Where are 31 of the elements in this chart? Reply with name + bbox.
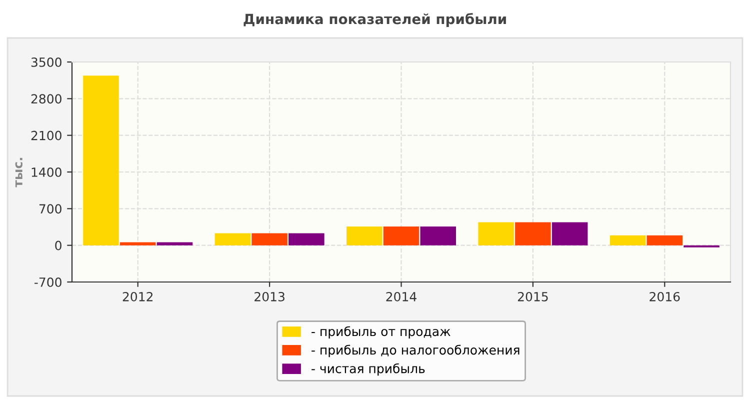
x-tick-label: 2012: [122, 292, 153, 302]
bar: [478, 222, 514, 246]
legend-label: - чистая прибыль: [312, 363, 425, 376]
bar: [288, 233, 324, 246]
legend-label: - прибыль до налогообложения: [312, 344, 520, 358]
bar: [214, 233, 251, 246]
bar: [383, 226, 420, 246]
x-tick-label: 2015: [518, 292, 548, 302]
bar: [646, 235, 683, 246]
bar: [156, 242, 193, 246]
bar: [120, 242, 156, 246]
x-tick-label: 2014: [386, 292, 416, 302]
bar: [552, 222, 588, 246]
x-tick-label: 2016: [650, 292, 680, 302]
y-tick-label: 2100: [31, 130, 62, 140]
y-tick-label: 2800: [31, 94, 62, 104]
legend-label: - прибыль от продаж: [312, 326, 450, 339]
y-axis-title: тыс.: [15, 158, 22, 188]
bar: [252, 233, 288, 246]
chart-title: Динамика показателей прибыли: [244, 13, 506, 27]
y-tick-label: -700: [34, 277, 62, 287]
y-tick-label: 3500: [31, 57, 62, 67]
bar: [83, 76, 119, 246]
y-tick-label: 1400: [32, 167, 62, 177]
bar: [610, 235, 646, 246]
bar: [420, 226, 456, 246]
x-tick-label: 2013: [254, 292, 284, 302]
y-tick-label: 0: [55, 240, 62, 250]
bar: [346, 226, 382, 246]
bar: [515, 222, 551, 246]
y-tick-label: 700: [39, 204, 62, 214]
